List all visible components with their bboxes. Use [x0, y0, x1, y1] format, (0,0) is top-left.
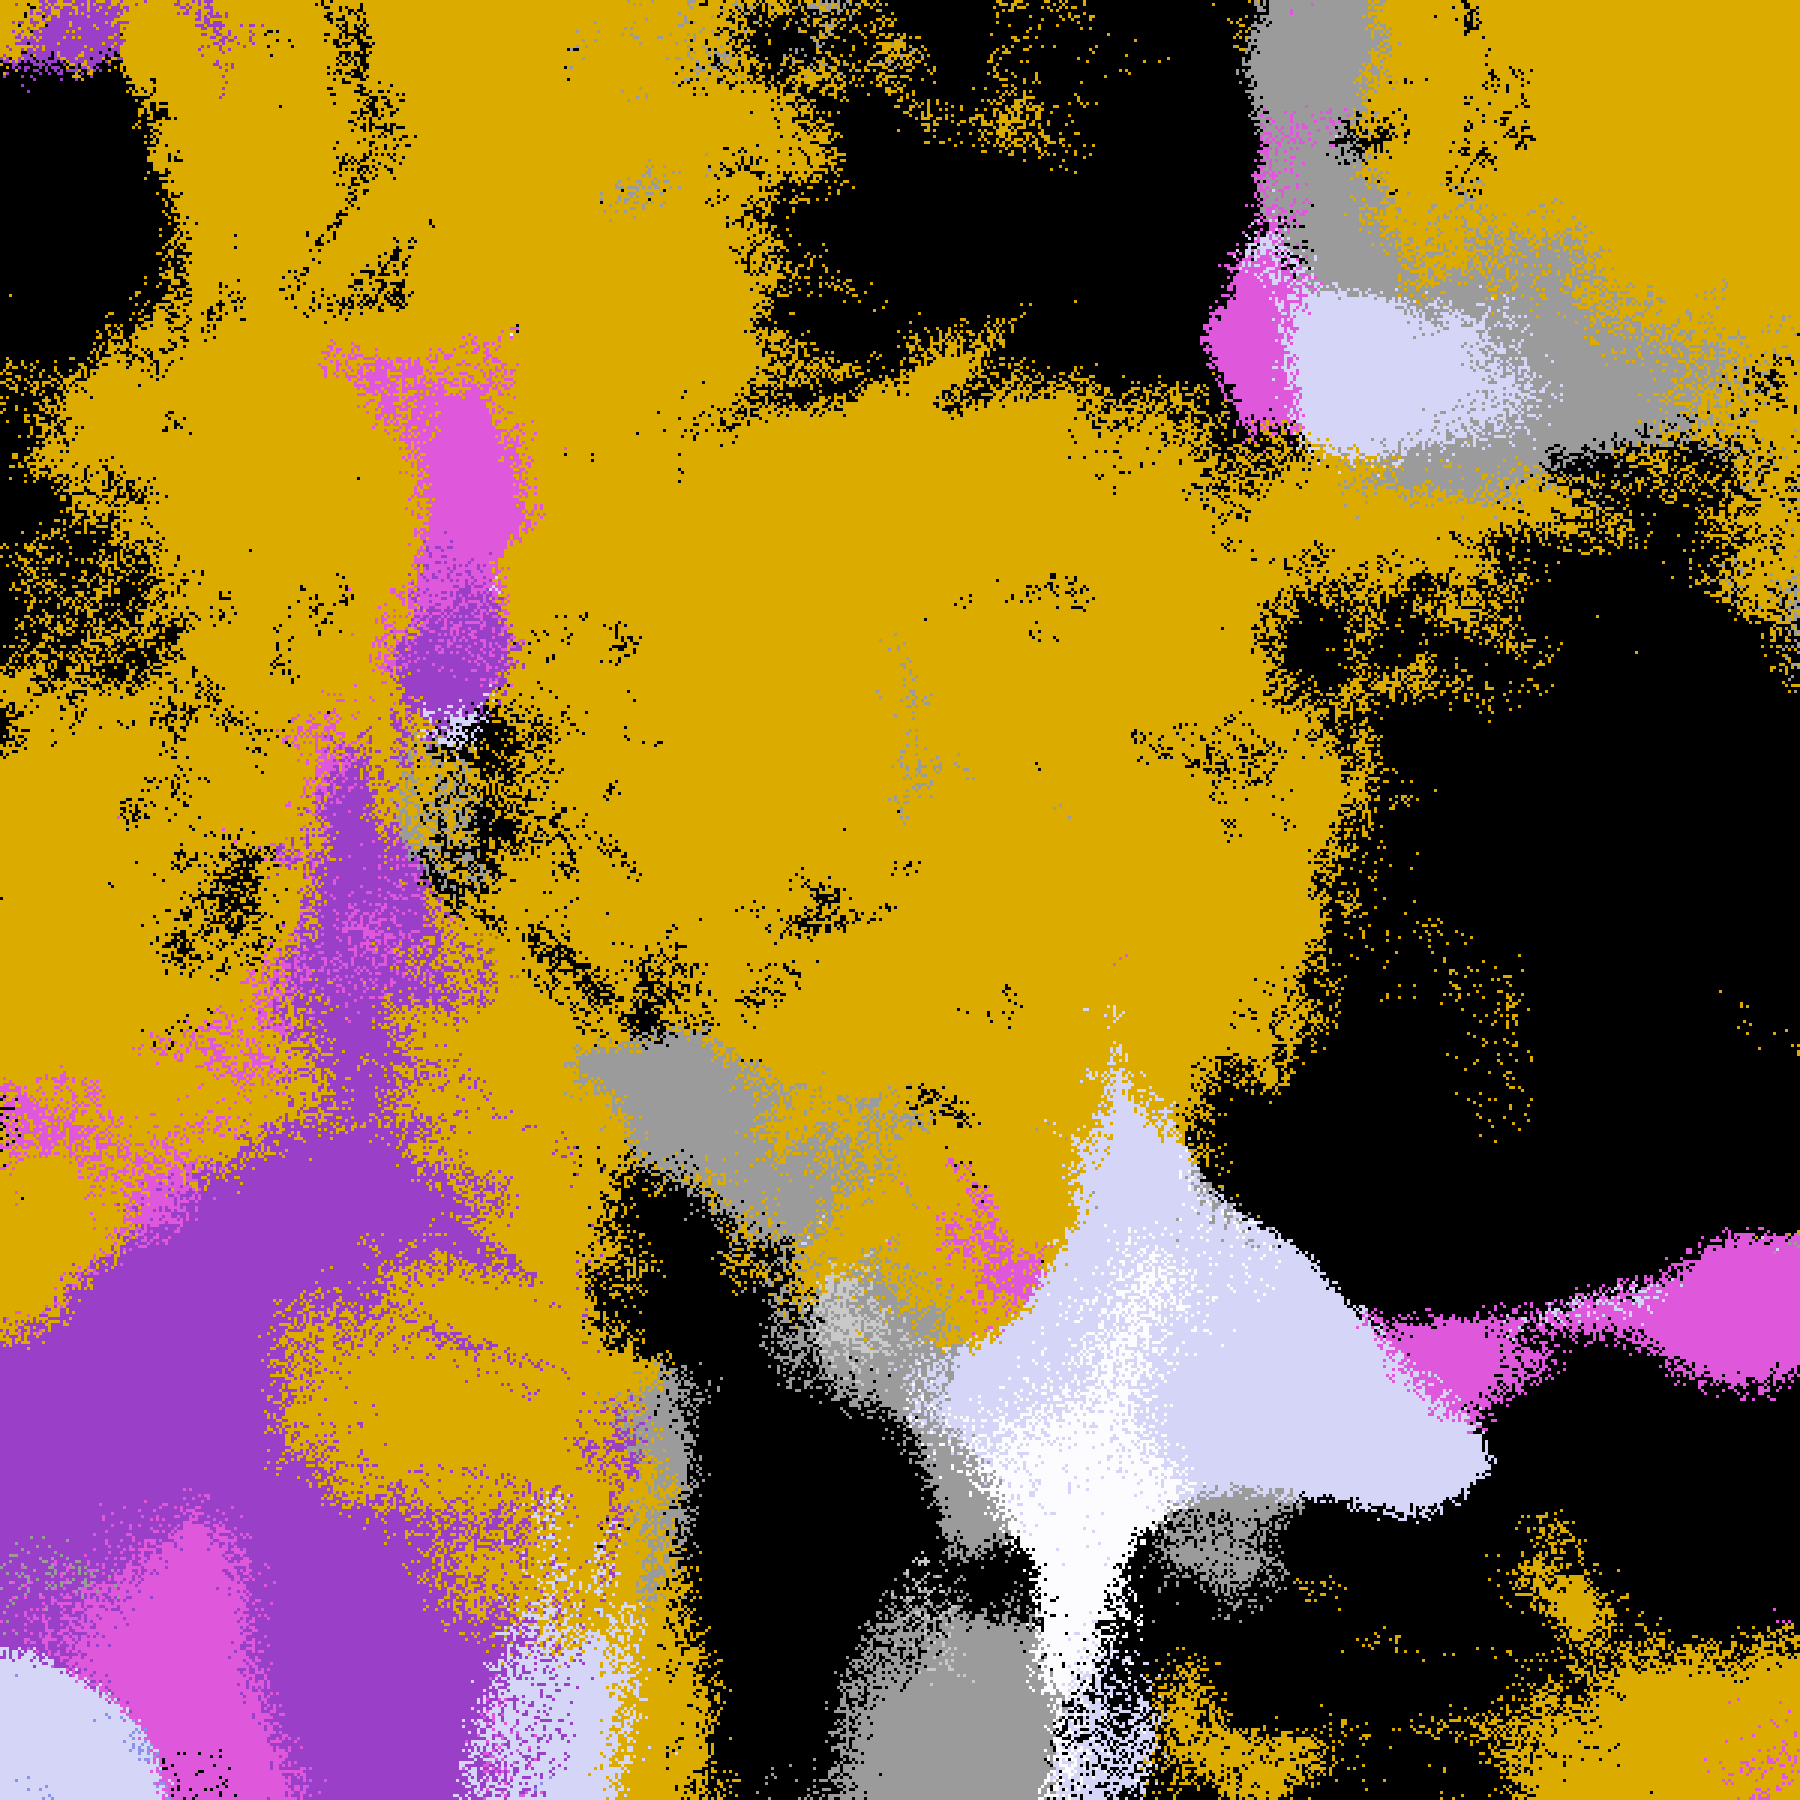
satellite-image-canvas [0, 0, 1800, 1800]
false-color-satellite-image [0, 0, 1800, 1800]
